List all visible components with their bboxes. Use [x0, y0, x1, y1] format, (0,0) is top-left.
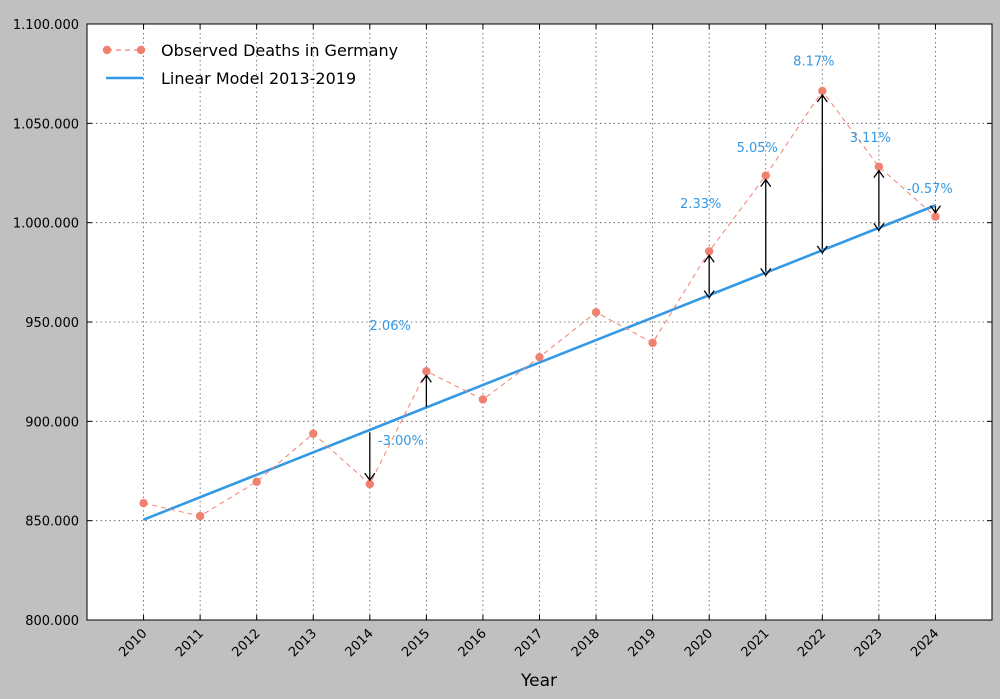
observed-point [535, 352, 544, 362]
y-tick-label: 1.000.000 [13, 217, 79, 232]
y-tick-label: 850.000 [25, 515, 79, 530]
annotation-label: 5.05% [737, 141, 778, 156]
y-tick-label: 900.000 [25, 415, 79, 430]
legend-observed-swatch-marker [102, 45, 112, 55]
linear-model-line [143, 204, 936, 521]
x-tick-label: 2020 [682, 626, 716, 660]
observed-point [931, 212, 940, 221]
legend-observed-swatch-marker [136, 45, 146, 55]
observed-point [874, 162, 884, 171]
linear-model-series [143, 204, 936, 521]
annotation-label: 8.17% [793, 55, 834, 70]
observed-point [478, 395, 488, 404]
observed-point [195, 511, 205, 521]
arrow-head [760, 267, 772, 277]
x-tick-label: 2019 [625, 626, 659, 660]
arrow-head [873, 223, 885, 232]
observed-point [365, 479, 375, 489]
x-tick-label: 2021 [739, 626, 773, 660]
arrow-head [873, 169, 885, 179]
arrow-head [420, 374, 432, 383]
y-tick-label: 950.000 [25, 316, 79, 331]
legend-observed-label: Observed Deaths in Germany [161, 41, 398, 60]
y-tick-label: 1.050.000 [13, 117, 79, 132]
y-tick-label: 800.000 [25, 614, 79, 629]
observed-point [252, 477, 261, 486]
x-tick-label: 2014 [343, 626, 377, 660]
observed-point [139, 498, 148, 508]
annotation-label: -3.00% [378, 434, 424, 449]
x-tick-label: 2024 [908, 626, 942, 660]
x-tick-label: 2022 [795, 626, 829, 660]
x-axis-title: Year [520, 671, 557, 691]
observed-point [422, 367, 431, 376]
annotation-label: 2.33% [680, 197, 721, 212]
y-tick-label: 1.100.000 [13, 18, 79, 33]
arrow-head [364, 472, 376, 482]
arrow-head [760, 178, 772, 187]
arrow-head [703, 290, 715, 299]
arrow-head [816, 93, 828, 103]
observed-point [818, 86, 827, 96]
x-tick-label: 2013 [286, 626, 320, 660]
x-tick-label: 2010 [116, 626, 150, 660]
annotation-label: -0.57% [907, 182, 953, 197]
x-tick-label: 2011 [173, 626, 207, 660]
arrow-head [816, 245, 828, 255]
observed-point [591, 308, 601, 317]
x-tick-label: 2018 [569, 626, 603, 660]
observed-point [704, 247, 714, 256]
observed-series [139, 86, 940, 521]
observed-point [309, 429, 318, 438]
x-tick-label: 2015 [399, 626, 433, 660]
legend: Observed Deaths in Germany Linear Model … [102, 41, 398, 88]
x-tick-label: 2012 [230, 626, 264, 660]
arrow-head [929, 205, 941, 214]
y-axis: 800.000 850.000 900.000 950.000 1.000.000 1.0… [13, 18, 992, 629]
x-tick-label: 2016 [456, 626, 490, 660]
annotation-label: 2.06% [370, 319, 411, 334]
annotations: -3.00% 2.06% 2.33% 5.05% 8.17% 3.11% -0.57% [364, 55, 953, 482]
observed-point [648, 338, 657, 348]
x-tick-label: 2017 [512, 626, 546, 660]
annotation-label: 3.11% [850, 131, 891, 146]
observed-point [761, 171, 770, 180]
x-tick-label: 2023 [852, 626, 886, 660]
arrow-head [703, 254, 715, 263]
legend-model-label: Linear Model 2013-2019 [161, 69, 356, 88]
